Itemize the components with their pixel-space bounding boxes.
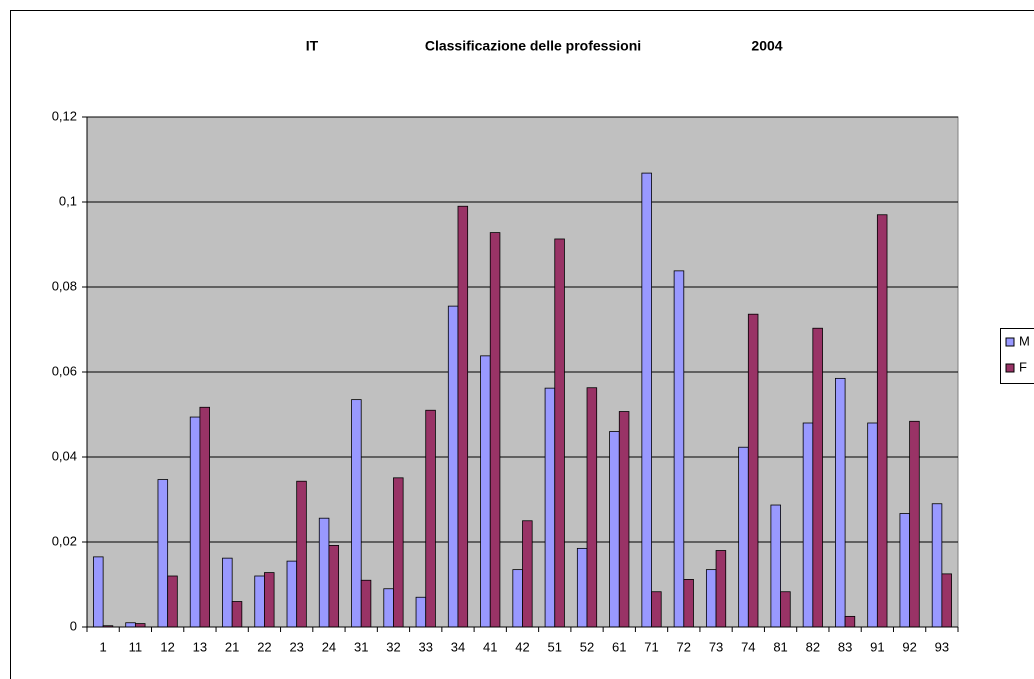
bar — [770, 504, 781, 628]
x-tick-label: 71 — [644, 639, 658, 654]
y-tick-label: 0,12 — [52, 108, 77, 123]
legend-label: M — [1019, 333, 1030, 348]
bar — [673, 270, 685, 628]
x-tick-label: 74 — [741, 639, 755, 654]
x-tick-label: 1 — [100, 639, 107, 654]
x-tick-label: 52 — [580, 639, 594, 654]
bar — [199, 406, 210, 628]
bar — [844, 615, 856, 628]
bar — [489, 232, 501, 628]
bar — [641, 172, 652, 628]
x-tick-label: 22 — [257, 639, 271, 654]
bar — [189, 416, 201, 628]
x-tick-label: 32 — [386, 639, 400, 654]
x-tick-label: 83 — [838, 639, 852, 654]
bar — [480, 355, 491, 628]
bar — [286, 560, 298, 628]
bar — [457, 205, 469, 628]
y-tick-label: 0,04 — [52, 448, 77, 463]
bar — [651, 591, 662, 628]
bar — [222, 557, 233, 628]
chart-title: Classificazione delle professioni — [425, 38, 641, 54]
x-tick-label: 72 — [677, 639, 691, 654]
x-tick-label: 13 — [193, 639, 207, 654]
bar — [618, 411, 630, 628]
bar — [93, 556, 104, 628]
bar — [328, 545, 340, 628]
bar — [899, 513, 911, 628]
bar — [683, 579, 694, 628]
chart-title: IT — [306, 38, 319, 54]
y-tick-label: 0,02 — [52, 533, 77, 548]
bar — [941, 573, 952, 628]
legend-swatch — [1005, 363, 1015, 373]
bar — [254, 575, 265, 628]
bar — [318, 517, 330, 628]
bar — [867, 422, 878, 628]
bar — [835, 377, 846, 628]
bar — [812, 327, 823, 628]
x-tick-label: 23 — [289, 639, 303, 654]
bar — [576, 547, 588, 628]
x-tick-label: 82 — [806, 639, 820, 654]
bar — [231, 601, 243, 628]
y-tick-label: 0,1 — [59, 193, 77, 208]
bar — [747, 313, 759, 628]
x-tick-label: 73 — [709, 639, 723, 654]
bar — [909, 420, 920, 628]
x-tick-label: 24 — [322, 639, 336, 654]
bar — [393, 477, 404, 628]
bar — [157, 479, 169, 628]
bar — [715, 550, 727, 628]
y-tick-label: 0,06 — [52, 363, 77, 378]
bar — [544, 387, 556, 628]
x-tick-label: 41 — [483, 639, 497, 654]
chart-title: 2004 — [751, 38, 782, 54]
x-tick-label: 42 — [515, 639, 529, 654]
bar — [931, 503, 943, 628]
legend-label: F — [1019, 359, 1027, 374]
bar — [360, 579, 372, 628]
bar — [554, 238, 565, 628]
bar — [780, 591, 791, 628]
bar — [415, 596, 427, 628]
x-tick-label: 51 — [548, 639, 562, 654]
bar — [522, 520, 533, 628]
bar — [609, 431, 620, 628]
x-tick-label: 21 — [225, 639, 239, 654]
legend-swatch — [1005, 337, 1015, 347]
bar — [125, 622, 136, 628]
x-tick-label: 33 — [418, 639, 432, 654]
bar — [296, 480, 307, 628]
x-tick-label: 34 — [451, 639, 465, 654]
bar — [167, 575, 178, 628]
x-tick-label: 11 — [129, 639, 143, 654]
y-tick-label: 0,08 — [52, 278, 77, 293]
bar — [383, 588, 394, 628]
bar — [802, 422, 814, 628]
bar — [447, 305, 459, 628]
bar — [512, 569, 523, 628]
x-tick-label: 91 — [870, 639, 884, 654]
x-tick-label: 61 — [612, 639, 626, 654]
x-tick-label: 93 — [935, 639, 949, 654]
bar — [264, 572, 275, 628]
bar — [586, 387, 598, 628]
bar — [705, 569, 717, 628]
x-tick-label: 12 — [160, 639, 174, 654]
x-tick-label: 81 — [773, 639, 787, 654]
bar — [351, 399, 362, 628]
bar — [134, 623, 146, 628]
bar — [738, 446, 749, 628]
bar — [876, 214, 888, 628]
y-tick-label: 0 — [70, 618, 77, 633]
x-tick-label: 31 — [354, 639, 368, 654]
bar — [425, 409, 436, 628]
x-tick-label: 92 — [902, 639, 916, 654]
